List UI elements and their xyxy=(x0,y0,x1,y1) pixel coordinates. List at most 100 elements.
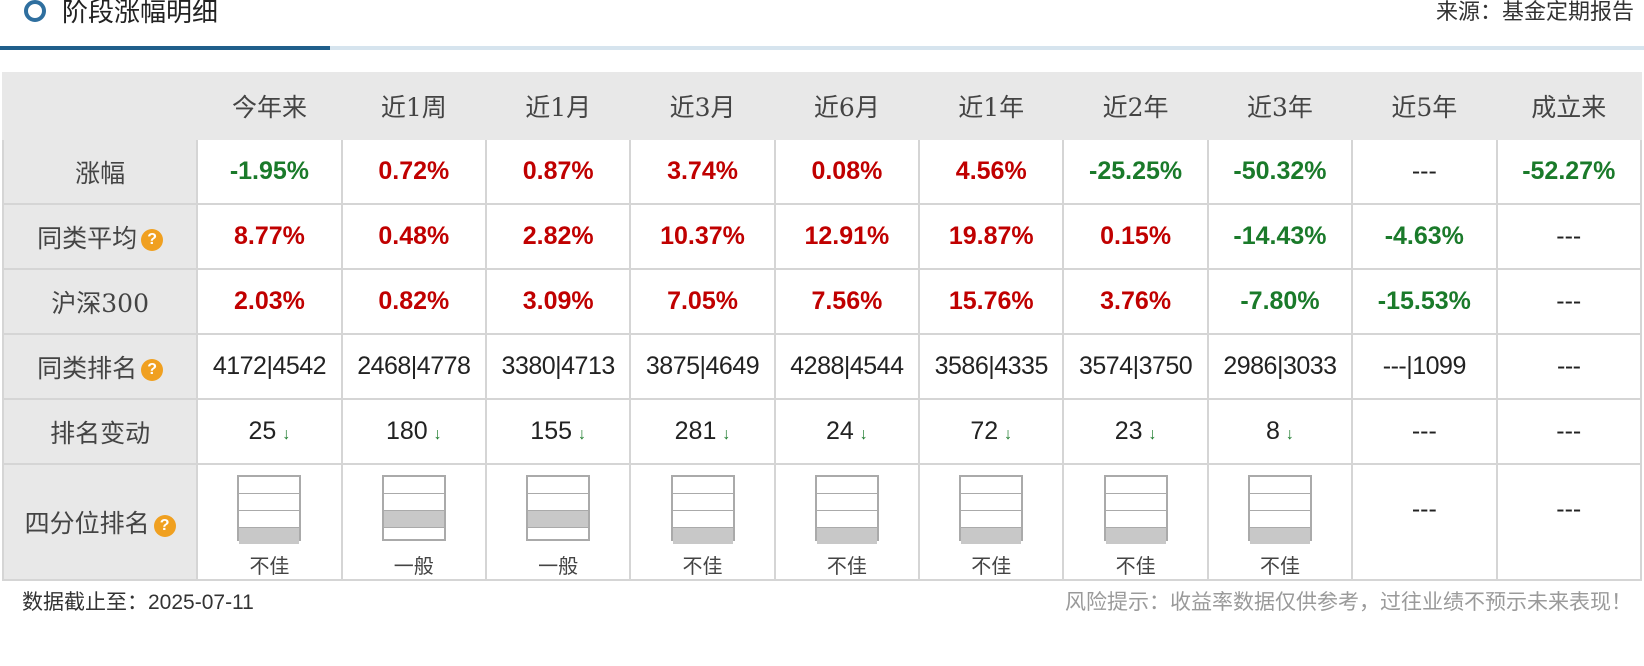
row-quartile: 四分位排名? 不佳 一般 一般 不佳 不佳 不佳 不佳 不佳 --- --- xyxy=(1,463,1642,581)
value-text: 12.91% xyxy=(804,222,890,250)
data-cell: -14.43% xyxy=(1206,203,1354,270)
down-arrow-icon: ↓ xyxy=(859,426,868,443)
data-cell: --- xyxy=(1495,398,1642,465)
rank-text: --- xyxy=(1557,352,1581,380)
row-peer-rank: 同类排名? 4172|4542 2468|4778 3380|4713 3875|46… xyxy=(1,333,1642,400)
data-cell: 8.77% xyxy=(196,203,343,270)
row-csi300: 沪深300 2.03% 0.82% 3.09% 7.05% 7.56% 15.76% 3.7… xyxy=(1,268,1642,335)
section-header: 阶段涨幅明细 来源：基金定期报告 xyxy=(0,0,1644,50)
data-cell: 4172|4542 xyxy=(196,333,343,400)
rank-change-text: 72 xyxy=(970,417,999,445)
data-cell: --- xyxy=(1351,463,1498,581)
col-header: 近6月 xyxy=(773,72,921,140)
down-arrow-icon: ↓ xyxy=(1285,426,1294,443)
data-cell: -4.63% xyxy=(1351,203,1498,270)
quartile-label: 不佳 xyxy=(249,554,290,578)
rank-change-text: --- xyxy=(1556,417,1582,445)
data-cell: 2986|3033 xyxy=(1206,333,1354,400)
quartile-gauge xyxy=(1103,475,1168,544)
quartile-gauge xyxy=(381,475,446,541)
col-header: 近3月 xyxy=(629,72,776,140)
down-arrow-icon: ↓ xyxy=(1004,426,1013,443)
row-label: 四分位排名? xyxy=(1,463,199,581)
quartile-gauge xyxy=(237,475,302,544)
help-icon[interactable]: ? xyxy=(141,229,164,251)
data-cell: 0.08% xyxy=(773,138,921,205)
value-text: -1.95% xyxy=(229,157,310,185)
data-cell: -15.53% xyxy=(1351,268,1498,335)
down-arrow-icon: ↓ xyxy=(433,426,442,443)
quartile-gauge xyxy=(670,475,735,544)
value-text: 0.72% xyxy=(378,157,450,185)
data-cell: 12.91% xyxy=(773,203,921,270)
circle-icon xyxy=(24,0,46,22)
help-icon[interactable]: ? xyxy=(141,359,164,381)
quartile-gauge xyxy=(959,475,1024,544)
data-cell: 15.76% xyxy=(918,268,1065,335)
quartile-label: 一般 xyxy=(538,554,579,578)
row-label: 排名变动 xyxy=(1,398,199,465)
rank-change-text: 281 xyxy=(674,417,717,445)
data-cell: 7.05% xyxy=(629,268,776,335)
data-cell: 3586|4335 xyxy=(918,333,1065,400)
rank-text: 3586|4335 xyxy=(934,352,1049,380)
value-text: 10.37% xyxy=(660,222,745,250)
quartile-gauge xyxy=(814,475,879,544)
data-cell: 3.09% xyxy=(484,268,632,335)
value-text: 15.76% xyxy=(948,287,1034,315)
data-cell: -7.80% xyxy=(1206,268,1354,335)
rank-text: 3380|4713 xyxy=(501,352,616,380)
data-cell: -50.32% xyxy=(1206,138,1354,205)
data-cell: 不佳 xyxy=(629,463,776,581)
data-cell: --- xyxy=(1495,268,1642,335)
row-peer-average: 同类平均? 8.77% 0.48% 2.82% 10.37% 12.91% 19.87% 0… xyxy=(1,203,1642,270)
rank-change-text: 180 xyxy=(385,417,428,445)
rank-change-text: 24 xyxy=(825,417,854,445)
value-text: 0.82% xyxy=(378,287,450,315)
value-text: 0.48% xyxy=(378,222,450,250)
data-cell: 8 ↓ xyxy=(1206,398,1354,465)
data-cell: 0.87% xyxy=(484,138,632,205)
value-text: -50.32% xyxy=(1233,157,1327,185)
row-label: 同类排名? xyxy=(1,333,199,400)
value-text: 3.76% xyxy=(1100,287,1172,315)
rank-change-text: 25 xyxy=(248,417,277,445)
value-text: 2.82% xyxy=(522,222,594,250)
data-cell: 281 ↓ xyxy=(629,398,776,465)
data-cell: --- xyxy=(1495,333,1642,400)
value-text: 2.03% xyxy=(234,287,305,315)
value-text: -25.25% xyxy=(1089,157,1183,185)
data-cell: 155 ↓ xyxy=(484,398,632,465)
data-cell: 一般 xyxy=(340,463,487,581)
quartile-gauge xyxy=(1247,475,1312,544)
help-icon[interactable]: ? xyxy=(153,514,176,537)
data-cell: 3574|3750 xyxy=(1062,333,1209,400)
data-cell: 3.76% xyxy=(1062,268,1209,335)
value-text: 7.05% xyxy=(667,287,738,315)
row-label: 涨幅 xyxy=(1,138,199,205)
row-label: 同类平均? xyxy=(1,203,199,270)
rank-text: 3875|4649 xyxy=(645,352,760,380)
value-text: -15.53% xyxy=(1377,287,1471,315)
rank-text: 2468|4778 xyxy=(357,352,471,380)
data-cell: 不佳 xyxy=(1062,463,1209,581)
quartile-label: 不佳 xyxy=(682,554,723,578)
source-note: 来源：基金定期报告 xyxy=(1435,0,1634,25)
corner-cell xyxy=(1,72,199,140)
col-header: 近2年 xyxy=(1062,72,1209,140)
data-cell: 0.48% xyxy=(340,203,487,270)
data-cell: 2.03% xyxy=(196,268,343,335)
value-text: -4.63% xyxy=(1384,222,1464,250)
data-cell: 0.72% xyxy=(340,138,487,205)
value-text: 0.15% xyxy=(1100,222,1172,250)
value-text: 4.56% xyxy=(955,157,1027,185)
data-cell: 23 ↓ xyxy=(1062,398,1209,465)
header-underline xyxy=(0,46,1644,50)
rank-change-text: --- xyxy=(1411,417,1437,445)
col-header: 近5年 xyxy=(1351,72,1498,140)
data-cell: --- xyxy=(1495,203,1642,270)
value-text: 3.74% xyxy=(667,157,738,185)
value-text: -52.27% xyxy=(1522,157,1616,185)
value-text: 0.08% xyxy=(811,157,883,185)
data-cell: 不佳 xyxy=(773,463,921,581)
